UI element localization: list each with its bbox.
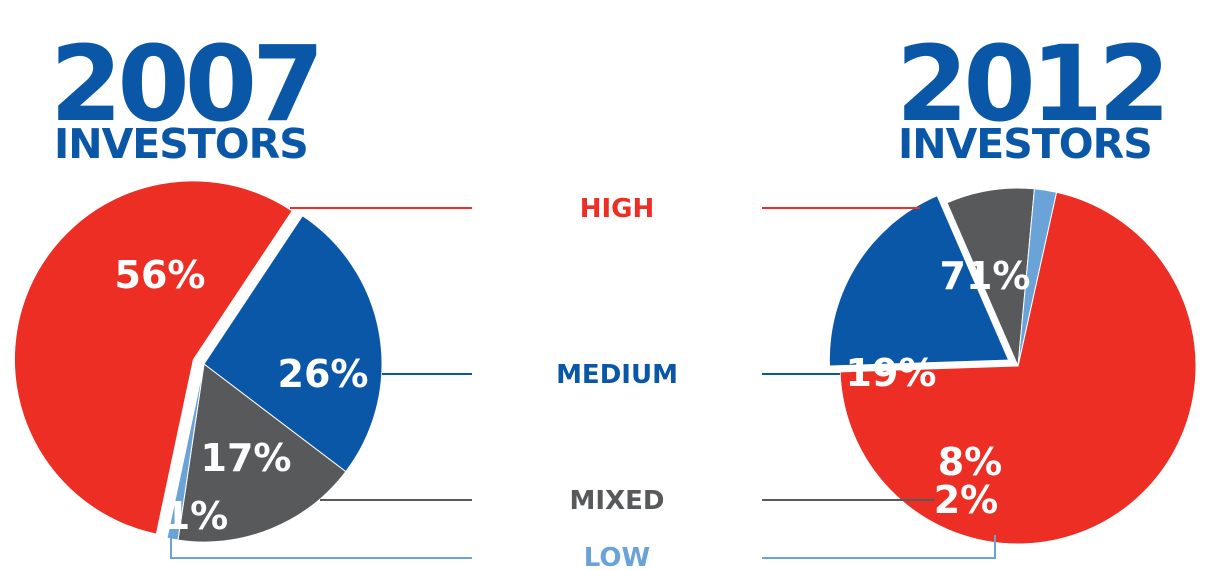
pie-slice-medium (829, 196, 1008, 366)
data-label-low: 2% (934, 478, 999, 522)
pie-2007: 56% 26% 17% 1% (14, 181, 383, 543)
data-label-low: 1% (164, 494, 229, 538)
pie-slice-medium (203, 215, 383, 473)
pie-slice-low (1017, 188, 1058, 367)
data-label-mixed: 17% (201, 436, 292, 480)
pie-2012: 71% 19% 8%2% (829, 187, 1197, 545)
pie-slice-mixed (177, 363, 347, 543)
legend-label-mixed: MIXED (570, 486, 665, 516)
pie-slice-high (839, 191, 1197, 545)
chart-2012-title: 2012 (896, 23, 1165, 145)
chart-2007-title: 2007 (50, 23, 319, 145)
connector-low-left (170, 535, 472, 559)
data-label-high: 56% (115, 253, 206, 297)
legend-connectors (170, 207, 996, 559)
pie-slice-mixed (946, 187, 1035, 367)
pie-slice-high (14, 181, 292, 534)
legend-label-high: HIGH (580, 194, 655, 224)
data-label-high: 71% (940, 254, 1031, 298)
legend-label-low: LOW (584, 543, 650, 570)
chart-2007-subtitle: INVESTORS (54, 120, 308, 168)
data-label-medium: 19% (846, 351, 937, 395)
legend-label-medium: MEDIUM (556, 360, 678, 390)
chart-2012-subtitle: INVESTORS (898, 120, 1152, 168)
connector-low-right (762, 535, 996, 559)
pie-slice-low (166, 363, 205, 541)
data-label-medium: 26% (278, 352, 369, 396)
data-label-mixed: 8% (938, 440, 1003, 484)
